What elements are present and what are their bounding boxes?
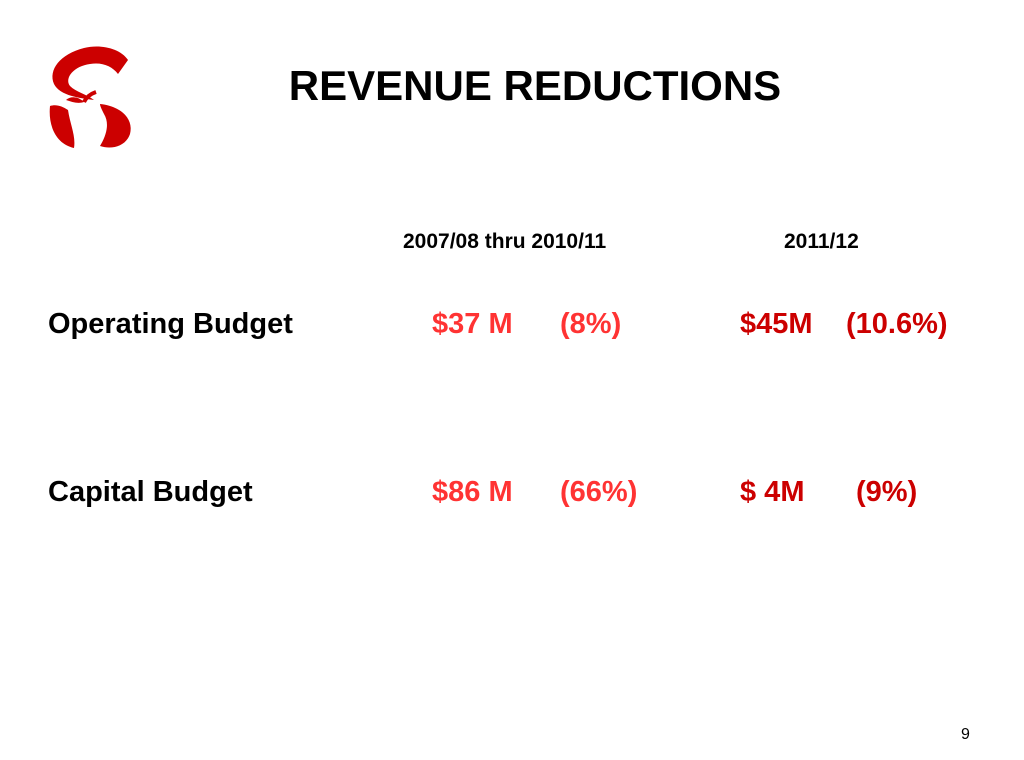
column-header-2007-2011: 2007/08 thru 2010/11: [403, 230, 607, 253]
capital-period2-amount: $ 4M: [740, 476, 805, 508]
district-logo-icon: [49, 46, 131, 148]
row-label-capital-budget: Capital Budget: [48, 476, 253, 508]
logo-apple-stem: [82, 90, 97, 103]
slide-title: REVENUE REDUCTIONS: [288, 62, 782, 109]
logo-s-bottom-left: [49, 105, 75, 148]
column-header-2011-12: 2011/12: [784, 230, 859, 253]
operating-period1-percent: (8%): [560, 308, 622, 340]
page-number: 9: [961, 726, 970, 743]
logo-s-bottom-right: [100, 104, 131, 148]
logo-apple-leaf: [66, 97, 84, 103]
operating-period2-amount: $45M: [740, 308, 813, 340]
capital-period2-percent: (9%): [856, 476, 918, 508]
row-label-operating-budget: Operating Budget: [48, 308, 293, 340]
operating-period1-amount: $37 M: [432, 308, 513, 340]
capital-period1-percent: (66%): [560, 476, 638, 508]
capital-period1-amount: $86 M: [432, 476, 513, 508]
logo-s-top-stroke: [52, 46, 128, 100]
operating-period2-percent: (10.6%): [846, 308, 948, 340]
